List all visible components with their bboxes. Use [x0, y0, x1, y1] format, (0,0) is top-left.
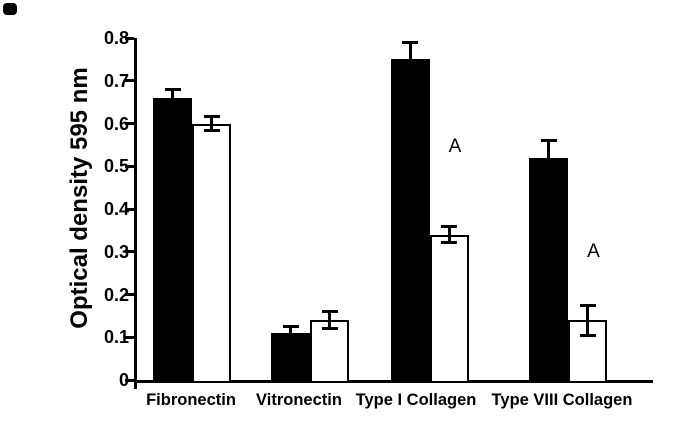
- error-bar-cap-top: [164, 87, 181, 91]
- bar-solid-black-bars: [529, 157, 568, 383]
- y-tick: [125, 207, 134, 211]
- error-bar-cap-top: [402, 40, 418, 44]
- significance-annotation: A: [448, 136, 462, 157]
- y-tick-label: 0.3: [103, 241, 129, 262]
- error-bar-cap-top: [321, 310, 338, 314]
- y-tick-label: 0.4: [103, 199, 129, 219]
- y-tick-label: 0: [118, 370, 129, 390]
- y-tick: [125, 36, 134, 40]
- error-bar-cap-top: [540, 139, 557, 143]
- error-bar-cap-top: [441, 225, 457, 229]
- error-bar-cap-bottom: [441, 240, 457, 244]
- bar-open-white-bars: [429, 234, 469, 383]
- y-tick: [125, 164, 134, 168]
- y-tick-label: 0.2: [103, 284, 129, 305]
- error-bar-cap-top: [579, 303, 596, 307]
- error-bar-cap-bottom: [402, 74, 418, 78]
- y-tick-label: 0.5: [103, 156, 129, 177]
- x-category-label: Type I Collagen: [355, 391, 477, 409]
- error-bar-line: [547, 140, 550, 175]
- y-tick: [125, 122, 134, 125]
- bar-solid-black-bars: [390, 59, 430, 383]
- error-bar-cap-bottom: [579, 333, 596, 337]
- error-bar-cap-bottom: [540, 173, 557, 177]
- error-bar-cap-bottom: [203, 129, 220, 133]
- y-tick: [125, 250, 134, 254]
- error-bar-cap-top: [203, 114, 220, 118]
- y-tick-label: 0.6: [103, 113, 129, 134]
- error-bar-cap-bottom: [282, 337, 299, 341]
- y-axis-line: [134, 38, 137, 389]
- x-category-label: Vitronectin: [256, 391, 342, 409]
- error-bar-cap-bottom: [321, 327, 338, 331]
- y-tick: [125, 335, 134, 339]
- x-category-label: Fibronectin: [146, 391, 236, 409]
- significance-annotation: A: [587, 240, 600, 262]
- error-bar-line: [289, 326, 292, 340]
- error-bar-line: [171, 89, 174, 107]
- bar-open-white-bars: [310, 320, 349, 383]
- bar-solid-black-bars: [153, 97, 192, 383]
- scan-artifact-mark: [3, 3, 17, 15]
- y-tick: [125, 79, 134, 83]
- y-tick-label: 0.1: [103, 327, 129, 348]
- y-tick: [125, 293, 134, 296]
- error-bar-line: [328, 311, 331, 329]
- y-tick: [125, 378, 134, 382]
- bar-open-white-bars: [192, 123, 231, 383]
- error-bar-line: [210, 116, 213, 131]
- error-bar-line: [586, 305, 589, 336]
- x-category-label: Type VIII Collagen: [491, 391, 633, 409]
- error-bar-line: [447, 226, 451, 243]
- error-bar-cap-top: [282, 325, 299, 329]
- y-tick-label: 0.7: [103, 70, 129, 91]
- error-bar-cap-bottom: [164, 104, 181, 108]
- y-tick-label: 0.8: [103, 28, 129, 48]
- error-bar-line: [408, 42, 412, 77]
- bar-solid-black-bars: [271, 332, 310, 383]
